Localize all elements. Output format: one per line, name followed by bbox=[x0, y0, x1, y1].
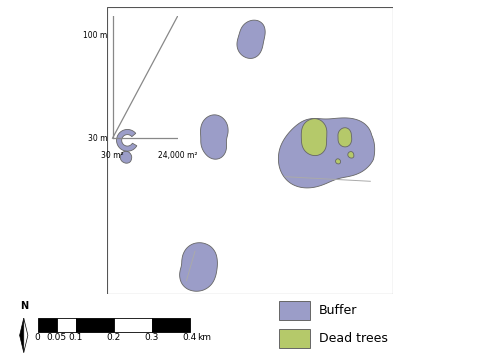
Polygon shape bbox=[348, 151, 354, 158]
Bar bbox=[114, 318, 152, 332]
Polygon shape bbox=[278, 118, 374, 188]
Bar bbox=[152, 318, 190, 332]
Polygon shape bbox=[120, 151, 132, 163]
Text: 0.4: 0.4 bbox=[182, 333, 196, 342]
Bar bbox=[56, 318, 76, 332]
Polygon shape bbox=[24, 318, 28, 353]
Text: km: km bbox=[197, 333, 211, 342]
Polygon shape bbox=[336, 159, 340, 164]
Polygon shape bbox=[302, 118, 327, 156]
Text: 0: 0 bbox=[34, 333, 40, 342]
Polygon shape bbox=[237, 20, 265, 58]
Bar bbox=[280, 301, 310, 320]
Polygon shape bbox=[338, 128, 352, 147]
Polygon shape bbox=[20, 318, 24, 353]
Text: 0.2: 0.2 bbox=[106, 333, 120, 342]
Text: 0.1: 0.1 bbox=[68, 333, 82, 342]
Polygon shape bbox=[200, 115, 228, 159]
Text: 0.05: 0.05 bbox=[46, 333, 66, 342]
Polygon shape bbox=[116, 130, 137, 151]
Bar bbox=[280, 329, 310, 348]
Polygon shape bbox=[180, 243, 218, 291]
Bar bbox=[76, 318, 114, 332]
Text: Buffer: Buffer bbox=[319, 304, 358, 317]
Bar bbox=[38, 318, 56, 332]
Text: N: N bbox=[20, 300, 28, 310]
Text: Dead trees: Dead trees bbox=[319, 332, 388, 345]
Text: 0.3: 0.3 bbox=[144, 333, 158, 342]
